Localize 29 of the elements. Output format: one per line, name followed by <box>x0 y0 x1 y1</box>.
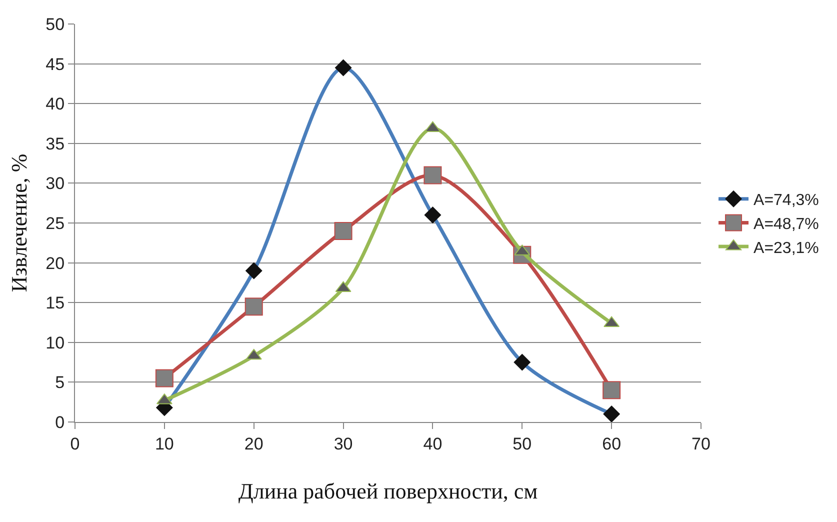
y-tick-label: 35 <box>46 134 65 154</box>
y-tick-label: 25 <box>46 214 65 233</box>
x-tick-label: 10 <box>154 434 174 454</box>
legend-label: A=74,3% <box>754 192 819 210</box>
y-tick-label: 40 <box>46 94 65 114</box>
y-axis-title: Извлечение, % <box>6 154 32 292</box>
point <box>334 222 352 240</box>
y-tick-label: 15 <box>46 294 65 313</box>
x-axis-title: Длина рабочей поверхности, см <box>238 478 538 504</box>
y-tick-label: 30 <box>46 174 65 194</box>
point <box>424 166 442 184</box>
point <box>602 381 621 400</box>
y-tick-label: 20 <box>46 254 65 273</box>
legend-label: A=23,1% <box>754 240 819 257</box>
legend-label: A=48,7% <box>754 216 819 233</box>
point <box>155 369 174 388</box>
y-tick-label: 50 <box>46 14 65 34</box>
y-tick-label: 10 <box>46 333 65 352</box>
x-tick-label: 0 <box>70 434 80 454</box>
x-tick-label: 30 <box>334 434 353 454</box>
x-tick-label: 50 <box>512 434 532 454</box>
y-tick-label: 0 <box>55 412 65 432</box>
x-tick-label: 20 <box>244 434 264 454</box>
x-tick-label: 40 <box>423 434 442 454</box>
y-tick-label: 5 <box>55 373 65 392</box>
x-tick-label: 70 <box>692 434 710 454</box>
y-tick-label: 45 <box>46 54 65 74</box>
x-tick-label: 60 <box>602 434 622 454</box>
point <box>244 298 263 316</box>
